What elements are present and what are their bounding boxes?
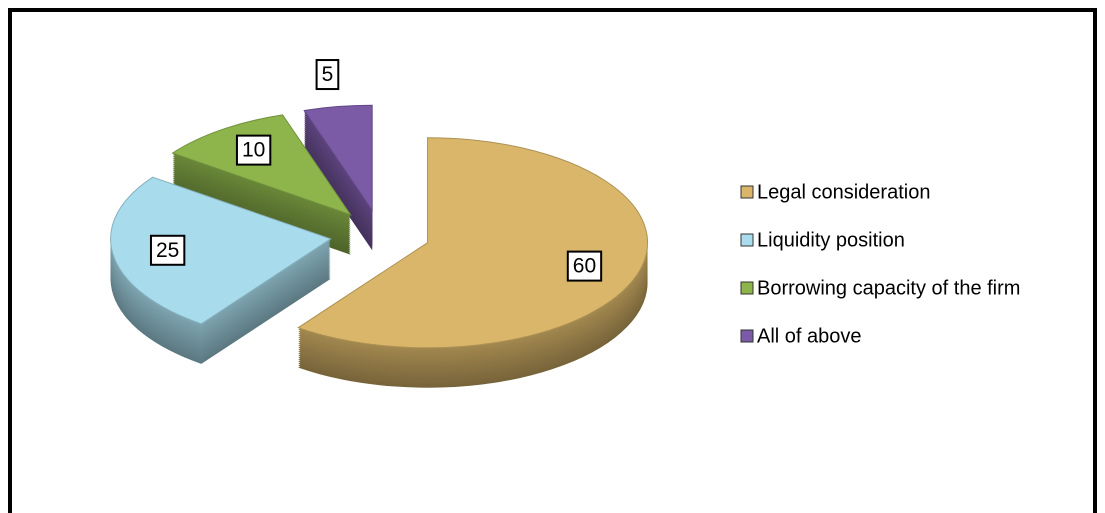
data-label: 60 — [573, 255, 596, 278]
data-label-box — [149, 234, 186, 266]
data-label: 25 — [156, 239, 179, 262]
legend-label: Legal consideration — [757, 181, 930, 203]
legend-swatch — [740, 185, 754, 199]
legend-swatch — [740, 281, 754, 295]
data-label: 10 — [242, 139, 265, 162]
chart-border — [8, 8, 1097, 513]
data-label-box — [315, 59, 340, 91]
legend-swatch — [740, 233, 754, 247]
pie — [110, 104, 649, 388]
data-labels: 60 25 10 5 — [149, 59, 603, 282]
data-label-box — [235, 134, 272, 166]
legend-swatch — [740, 329, 754, 343]
pie-slice — [303, 104, 373, 212]
pie-slice — [297, 137, 649, 349]
pie-slice — [110, 176, 332, 325]
legend-label: Liquidity position — [757, 229, 905, 251]
data-label-box — [566, 250, 603, 282]
legend: Legal consideration Liquidity position Bor… — [740, 181, 1020, 347]
legend-label: All of above — [757, 325, 862, 347]
data-label: 5 — [322, 63, 334, 86]
legend-label: Borrowing capacity of the firm — [757, 277, 1020, 299]
